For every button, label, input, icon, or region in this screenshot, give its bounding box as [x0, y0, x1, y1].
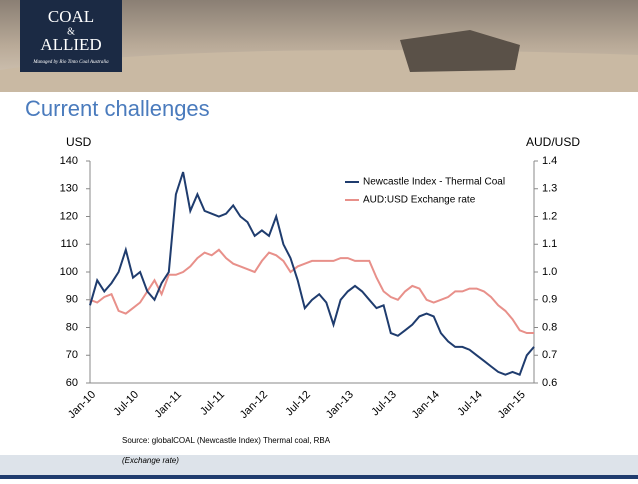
- y-tick-label: 140: [60, 155, 78, 167]
- footer-line: [0, 475, 638, 479]
- slide-title: Current challenges: [25, 96, 210, 121]
- y2-tick-label: 1.4: [542, 155, 557, 167]
- logo-text: ALLIED: [40, 35, 101, 54]
- x-tick-label: Jan-14: [410, 389, 442, 421]
- y-tick-label: 70: [66, 349, 78, 361]
- y2-tick-label: 0.9: [542, 294, 557, 306]
- source-note: Source: globalCOAL (Newcastle Index) The…: [122, 436, 331, 445]
- x-tick-label: Jan-15: [496, 389, 528, 421]
- x-tick-label: Jul-14: [455, 389, 485, 419]
- y-tick-label: 80: [66, 321, 78, 333]
- photo-truck: [400, 30, 520, 72]
- logo-tagline: Managed by Rio Tinto Coal Australia: [32, 60, 109, 65]
- x-tick-label: Jan-10: [66, 389, 98, 421]
- logo-box: [20, 0, 122, 72]
- x-tick-label: Jul-10: [111, 389, 141, 419]
- y-tick-label: 100: [60, 266, 78, 278]
- logo-amp: &: [67, 26, 75, 37]
- x-tick-label: Jan-11: [152, 389, 184, 421]
- y2-tick-label: 1.2: [542, 210, 557, 222]
- y-tick-label: 120: [60, 210, 78, 222]
- footer-band: [0, 455, 638, 475]
- x-tick-label: Jan-13: [324, 389, 356, 421]
- y2-tick-label: 0.8: [542, 321, 557, 333]
- x-tick-label: Jul-11: [198, 389, 227, 418]
- y2-tick-label: 0.7: [542, 349, 557, 361]
- y-tick-label: 130: [60, 183, 78, 195]
- y-tick-label: 60: [66, 377, 78, 389]
- y2-tick-label: 0.6: [542, 377, 557, 389]
- y-axis-label: USD: [66, 135, 92, 149]
- y2-axis-label: AUD/USD: [526, 135, 580, 149]
- legend-label: AUD:USD Exchange rate: [363, 195, 476, 206]
- x-tick-label: Jan-12: [238, 389, 270, 421]
- y2-tick-label: 1.1: [542, 238, 557, 250]
- legend-label: Newcastle Index - Thermal Coal: [363, 177, 505, 188]
- y-tick-label: 110: [60, 238, 78, 250]
- y2-tick-label: 1.3: [542, 183, 557, 195]
- series-line: [89, 171, 535, 377]
- y2-tick-label: 1.0: [542, 266, 557, 278]
- y-tick-label: 90: [66, 294, 78, 306]
- source-note: (Exchange rate): [122, 456, 179, 465]
- x-tick-label: Jul-13: [369, 389, 399, 419]
- x-tick-label: Jul-12: [283, 389, 313, 419]
- series-line: [89, 248, 534, 334]
- logo-text: COAL: [48, 7, 94, 26]
